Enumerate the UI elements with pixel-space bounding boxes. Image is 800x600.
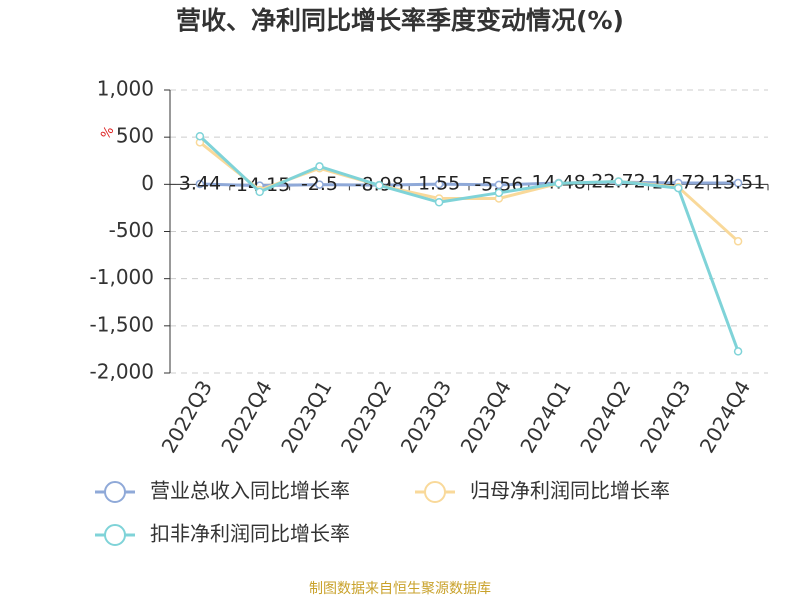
legend-marker xyxy=(104,524,126,546)
y-tick-label: -1,500 xyxy=(90,312,154,336)
point xyxy=(733,347,743,356)
x-tick-label: 2022Q3 xyxy=(157,376,217,457)
data-label: 13.51 xyxy=(711,172,765,194)
y-tick-label: -500 xyxy=(109,218,154,242)
point xyxy=(195,131,205,141)
point xyxy=(315,180,324,189)
point xyxy=(733,178,743,188)
line xyxy=(198,135,740,352)
point xyxy=(614,177,623,186)
x-tick-label: 2023Q3 xyxy=(396,376,456,457)
line xyxy=(199,180,739,188)
y-tick-label: 1,000 xyxy=(97,77,154,101)
x-tick-label: 2022Q4 xyxy=(216,376,276,457)
legend-marker xyxy=(424,481,446,503)
y-tick-label: -2,000 xyxy=(90,360,154,384)
legend-marker xyxy=(104,481,126,503)
point xyxy=(195,179,205,189)
point xyxy=(494,180,504,190)
x-tick-label: 2023Q2 xyxy=(336,376,396,457)
point xyxy=(315,162,324,171)
x-tick-label: 2024Q2 xyxy=(575,376,635,457)
data-label: -2.5 xyxy=(301,173,338,195)
data-label: 3.44 xyxy=(179,173,221,195)
x-tick-label: 2023Q1 xyxy=(276,376,336,457)
x-tick-label: 2023Q4 xyxy=(456,376,516,457)
source-note: 制图数据来自恒生聚源数据库 xyxy=(309,581,491,597)
x-tick-label: 2024Q4 xyxy=(695,376,755,457)
y-tick-label: 500 xyxy=(116,124,154,148)
point xyxy=(434,179,444,189)
x-tick-label: 2024Q3 xyxy=(635,376,695,457)
y-axis-label: % xyxy=(98,124,117,142)
y-tick-label: 0 xyxy=(141,171,154,195)
data-label: 1.55 xyxy=(418,173,460,195)
point xyxy=(255,187,264,197)
point xyxy=(733,237,743,246)
y-tick-label: -1,000 xyxy=(90,265,154,289)
x-tick-label: 2024Q1 xyxy=(515,376,575,457)
point xyxy=(554,179,563,188)
point xyxy=(494,188,504,198)
chart-title: 营收、净利同比增长率季度变动情况(%) xyxy=(176,6,624,35)
point xyxy=(434,198,444,207)
legend-label: 扣非净利润同比增长率 xyxy=(150,522,350,546)
legend-label: 归母净利润同比增长率 xyxy=(470,479,670,503)
point xyxy=(375,181,384,190)
point xyxy=(674,183,683,193)
legend-label: 营业总收入同比增长率 xyxy=(150,479,350,503)
